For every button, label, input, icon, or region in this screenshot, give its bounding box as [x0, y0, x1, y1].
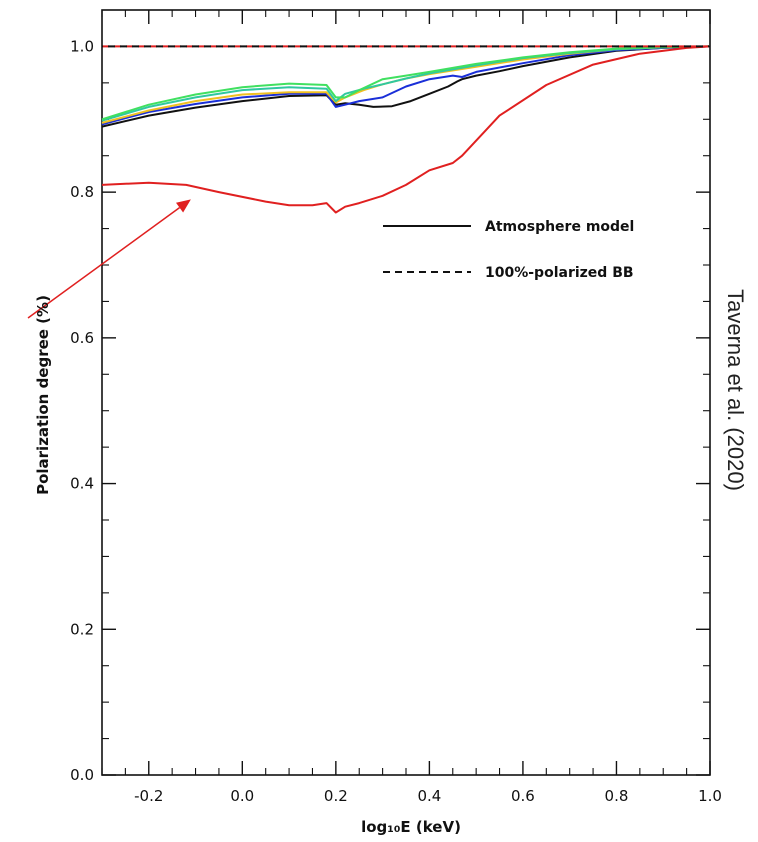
y-tick-label: 0.4	[70, 475, 94, 493]
x-tick-label: 0.8	[605, 787, 629, 805]
legend: Atmosphere model 100%-polarized BB	[27, 199, 634, 319]
x-axis-label: log₁₀E (keV)	[361, 818, 461, 836]
citation-annotation: Taverna et al. (2020)	[723, 289, 748, 491]
x-tick-label: 0.0	[230, 787, 254, 805]
x-tick-label: 0.4	[417, 787, 441, 805]
y-tick-label: 0.6	[70, 329, 94, 347]
series-group	[101, 45, 711, 214]
y-tick-label: 0.0	[70, 766, 94, 784]
y-tick-label: 1.0	[70, 37, 94, 55]
x-tick-label: 0.6	[511, 787, 535, 805]
y-tick-label: 0.8	[70, 183, 94, 201]
legend-label-2: 100%-polarized BB	[485, 265, 634, 281]
axis-ticks	[101, 10, 711, 776]
x-tick-label: 0.2	[324, 787, 348, 805]
plot-area	[101, 9, 711, 776]
series-line-1	[101, 45, 711, 214]
x-tick-label: 1.0	[698, 787, 722, 805]
series-line-2	[101, 45, 711, 128]
series-line-3	[101, 45, 711, 126]
tick-labels: -0.2 0.0 0.2 0.4 0.6 0.8 1.0 0.0 0.2 0.4 0.6 0.8 1.0	[70, 37, 722, 805]
legend-label-1: Atmosphere model	[485, 219, 634, 235]
x-tick-label: -0.2	[134, 787, 163, 805]
y-tick-label: 0.2	[70, 620, 94, 638]
annotation-arrow-shaft	[27, 207, 180, 319]
plot-frame	[101, 9, 711, 776]
y-axis-label: Polarization degree (%)	[34, 295, 52, 495]
annotation-arrow-head	[176, 199, 191, 213]
series-line-6	[101, 45, 711, 121]
